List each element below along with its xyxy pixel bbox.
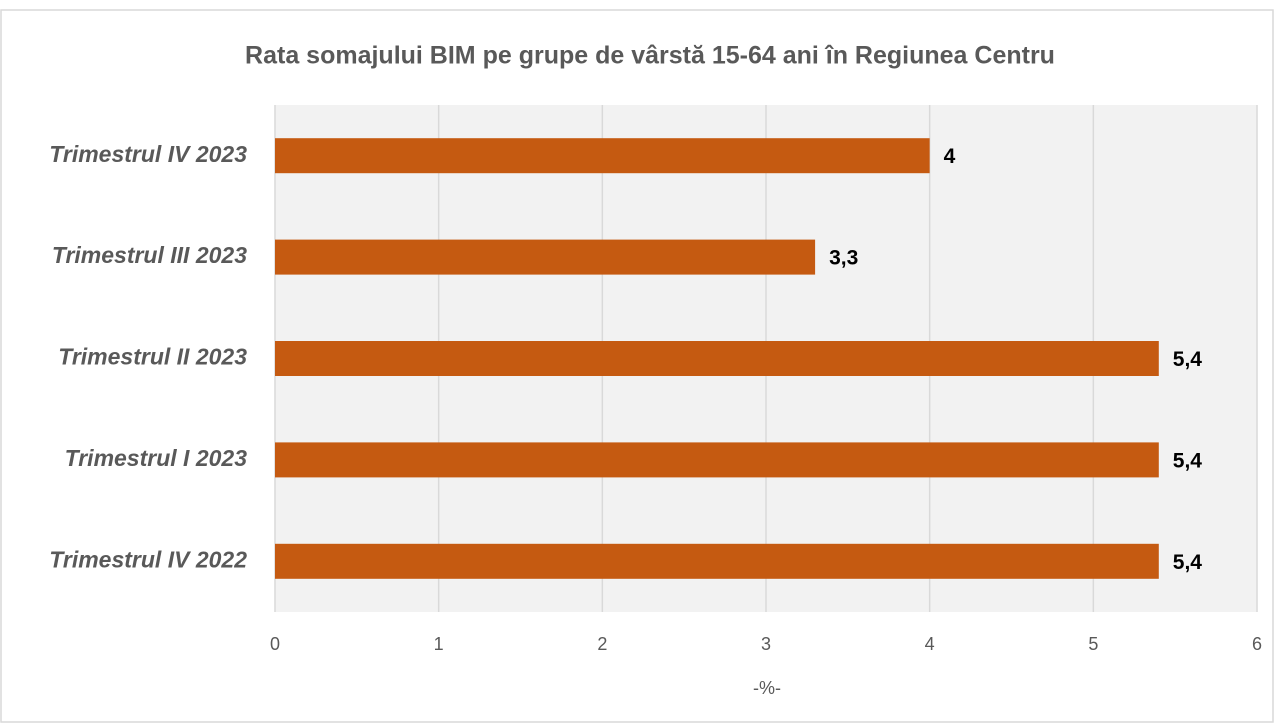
y-tick-label: Trimestrul IV 2022 (49, 546, 247, 572)
data-label: 4 (944, 145, 956, 168)
y-tick-label: Trimestrul I 2023 (65, 445, 248, 471)
x-tick-label: 0 (270, 634, 280, 654)
data-label: 3,3 (829, 247, 858, 270)
x-tick-label: 4 (925, 634, 935, 654)
data-label: 5,4 (1173, 551, 1203, 574)
x-tick-label: 2 (597, 634, 607, 654)
x-tick-label: 1 (434, 634, 444, 654)
bar (275, 239, 816, 275)
data-label: 5,4 (1173, 449, 1203, 472)
bar (275, 442, 1159, 478)
bar (275, 341, 1159, 376)
y-tick-label: Trimestrul III 2023 (52, 242, 247, 268)
bar (275, 543, 1159, 579)
x-tick-label: 6 (1252, 634, 1262, 654)
x-tick-label: 3 (761, 634, 771, 654)
data-label: 5,4 (1173, 348, 1203, 371)
x-axis-label: -%- (753, 678, 781, 698)
y-tick-label: Trimestrul II 2023 (58, 344, 247, 370)
bar (275, 138, 930, 174)
x-tick-label: 5 (1088, 634, 1098, 654)
y-tick-label: Trimestrul IV 2023 (49, 141, 247, 167)
chart-title: Rata somajului BIM pe grupe de vârstă 15… (245, 42, 1055, 70)
